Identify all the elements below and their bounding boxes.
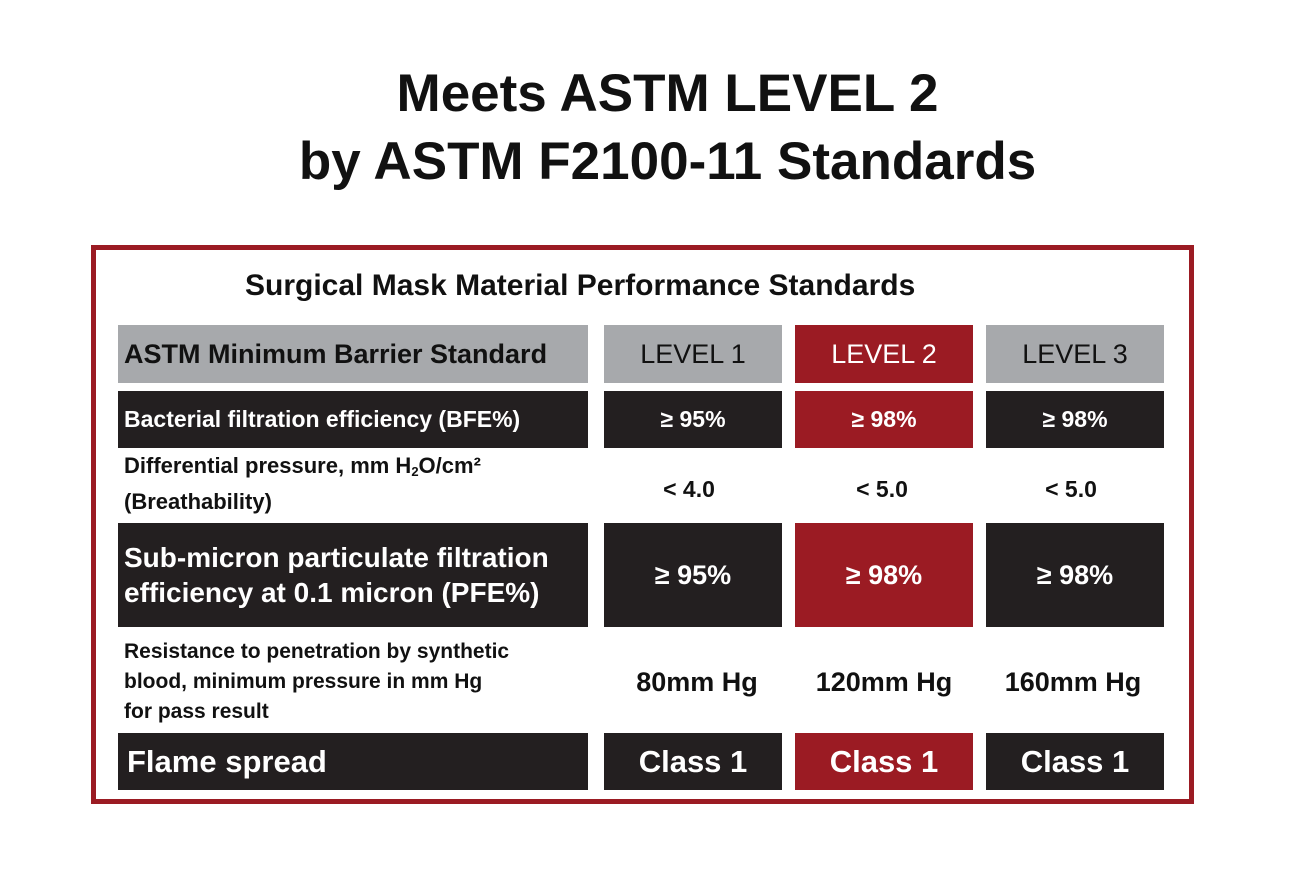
row-pfe-label-line-1: Sub-micron particulate filtration bbox=[124, 542, 549, 573]
row-blood-label-line-2: blood, minimum pressure in mm Hg bbox=[124, 670, 483, 693]
row-flame-label-cell: Flame spread bbox=[118, 733, 588, 790]
row-bfe-level-3: ≥ 98% bbox=[1042, 406, 1108, 432]
row-bfe-level-1-cell: ≥ 95% bbox=[604, 391, 782, 448]
row-pressure-level-2-cell: < 5.0 bbox=[795, 452, 969, 516]
row-pfe-level-2-cell: ≥ 98% bbox=[795, 523, 973, 627]
row-pfe-level-1-cell: ≥ 95% bbox=[604, 523, 782, 627]
table-frame bbox=[91, 245, 1194, 804]
row-bfe-label: Bacterial filtration efficiency (BFE%) bbox=[124, 406, 521, 432]
row-flame-level-3-cell: Class 1 bbox=[986, 733, 1164, 790]
headline-line-2: by ASTM F2100-11 Standards bbox=[298, 132, 1037, 191]
row-pressure-level-3: < 5.0 bbox=[1045, 475, 1097, 502]
row-blood-level-2-cell: 120mm Hg bbox=[795, 636, 973, 728]
row-bfe-label-cell: Bacterial filtration efficiency (BFE%) bbox=[118, 391, 588, 448]
row-pressure-label-suffix: O/cm² bbox=[418, 453, 481, 478]
row-pfe-level-3-cell: ≥ 98% bbox=[986, 523, 1164, 627]
row-pressure-label-line-2: (Breathability) bbox=[124, 489, 272, 514]
row-pfe-level-1: ≥ 95% bbox=[654, 559, 732, 590]
row-pressure-level-1: < 4.0 bbox=[663, 475, 715, 502]
header-level-3: LEVEL 3 bbox=[1022, 338, 1128, 369]
row-bfe-level-2-cell: ≥ 98% bbox=[795, 391, 973, 448]
row-flame-level-1: Class 1 bbox=[638, 743, 748, 779]
headline-line-1: Meets ASTM LEVEL 2 bbox=[396, 64, 939, 123]
row-flame-level-1-cell: Class 1 bbox=[604, 733, 782, 790]
row-pressure-label-line-1: Differential pressure, mm H2O/cm² bbox=[124, 451, 481, 487]
row-pressure-level-2: < 5.0 bbox=[856, 475, 908, 502]
table-title: Surgical Mask Material Performance Stand… bbox=[245, 269, 916, 302]
row-pfe-label-cell: Sub-micron particulate filtration effici… bbox=[118, 523, 588, 627]
row-pressure-label-prefix: Differential pressure, mm H bbox=[124, 453, 412, 478]
header-label-cell: ASTM Minimum Barrier Standard bbox=[118, 325, 588, 383]
row-blood-label-cell: Resistance to penetration by synthetic b… bbox=[118, 636, 588, 728]
page-headline: Meets ASTM LEVEL 2 by ASTM F2100-11 Stan… bbox=[0, 60, 1290, 196]
row-blood-level-3-cell: 160mm Hg bbox=[986, 636, 1160, 728]
row-pressure-level-3-cell: < 5.0 bbox=[986, 452, 1156, 516]
row-blood-level-2: 120mm Hg bbox=[815, 666, 953, 697]
row-blood-label-line-3: for pass result bbox=[124, 700, 269, 723]
row-pfe-level-3: ≥ 98% bbox=[1036, 559, 1114, 590]
row-pfe-label-line-2: efficiency at 0.1 micron (PFE%) bbox=[124, 577, 540, 608]
row-pfe-level-2: ≥ 98% bbox=[845, 559, 923, 590]
row-pressure-label-subscript: 2 bbox=[411, 464, 419, 479]
header-level-3-cell: LEVEL 3 bbox=[986, 325, 1164, 383]
row-bfe-level-2: ≥ 98% bbox=[851, 406, 917, 432]
row-flame-level-2: Class 1 bbox=[829, 743, 939, 779]
header-label: ASTM Minimum Barrier Standard bbox=[124, 338, 548, 369]
row-blood-label-line-1: Resistance to penetration by synthetic bbox=[124, 640, 510, 663]
row-bfe-level-1: ≥ 95% bbox=[660, 406, 726, 432]
row-flame-label: Flame spread bbox=[127, 743, 327, 779]
header-level-1: LEVEL 1 bbox=[640, 338, 746, 369]
header-level-1-cell: LEVEL 1 bbox=[604, 325, 782, 383]
header-level-2-cell: LEVEL 2 bbox=[795, 325, 973, 383]
row-blood-level-1-cell: 80mm Hg bbox=[604, 636, 790, 728]
row-bfe-level-3-cell: ≥ 98% bbox=[986, 391, 1164, 448]
header-level-2: LEVEL 2 bbox=[831, 338, 937, 369]
row-blood-level-1: 80mm Hg bbox=[636, 666, 758, 697]
row-pressure-label-cell: Differential pressure, mm H2O/cm² (Breat… bbox=[118, 452, 588, 516]
row-blood-level-3: 160mm Hg bbox=[1004, 666, 1142, 697]
row-pressure-level-1-cell: < 4.0 bbox=[604, 452, 774, 516]
row-flame-level-3: Class 1 bbox=[1020, 743, 1130, 779]
row-flame-level-2-cell: Class 1 bbox=[795, 733, 973, 790]
